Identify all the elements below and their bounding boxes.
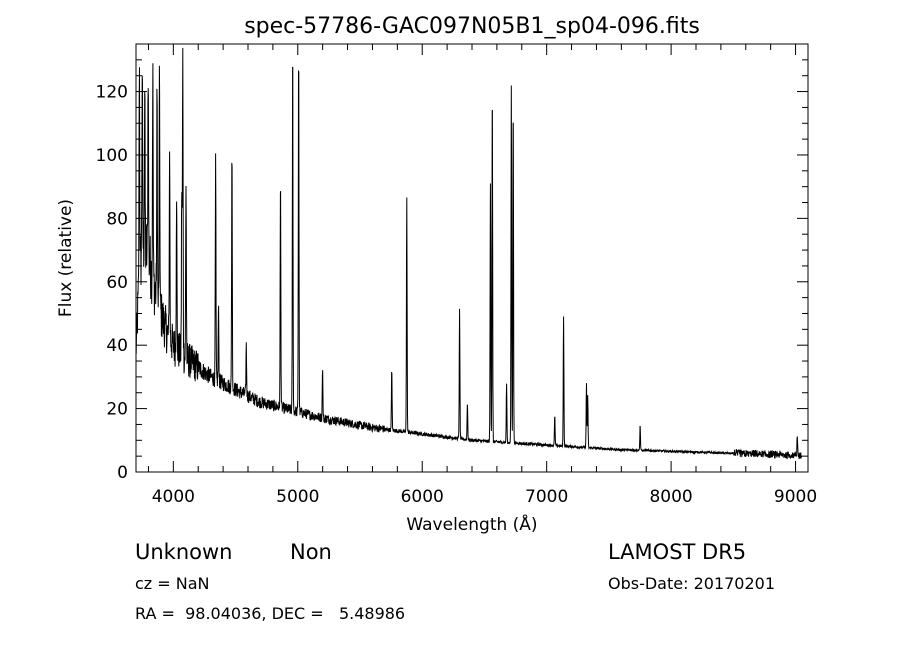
x-tick-label: 4000 [152, 487, 195, 507]
x-tick-label: 7000 [525, 487, 568, 507]
x-tick-label: 5000 [276, 487, 319, 507]
subclass: Non [290, 540, 332, 564]
object-class: Unknown [135, 540, 232, 564]
y-tick-label: 0 [117, 463, 128, 483]
y-axis-label: Flux (relative) [56, 199, 76, 317]
x-axis-label: Wavelength (Å) [406, 513, 537, 535]
plot-frame [135, 43, 809, 473]
y-tick-label: 100 [96, 146, 128, 166]
axis-ticks [136, 43, 808, 473]
y-tick-label: 40 [106, 336, 128, 356]
y-tick-label: 80 [106, 209, 128, 229]
x-tick-labels: 4000 5000 6000 7000 8000 9000 [152, 487, 817, 507]
spectrum-line [135, 47, 803, 460]
observation-date: Obs-Date: 20170201 [608, 574, 775, 593]
y-tick-label: 60 [106, 273, 128, 293]
x-tick-label: 8000 [649, 487, 692, 507]
chart-title: spec-57786-GAC097N05B1_sp04-096.fits [244, 14, 700, 39]
y-tick-labels: 0 20 40 60 80 100 120 [96, 83, 128, 483]
x-tick-label: 9000 [774, 487, 817, 507]
redshift-readout: cz = NaN [135, 574, 210, 593]
y-tick-label: 120 [96, 83, 128, 103]
y-tick-label: 20 [106, 400, 128, 420]
x-tick-label: 6000 [401, 487, 444, 507]
coordinates-readout: RA = 98.04036, DEC = 5.48986 [135, 604, 405, 623]
survey-name: LAMOST DR5 [608, 540, 746, 564]
